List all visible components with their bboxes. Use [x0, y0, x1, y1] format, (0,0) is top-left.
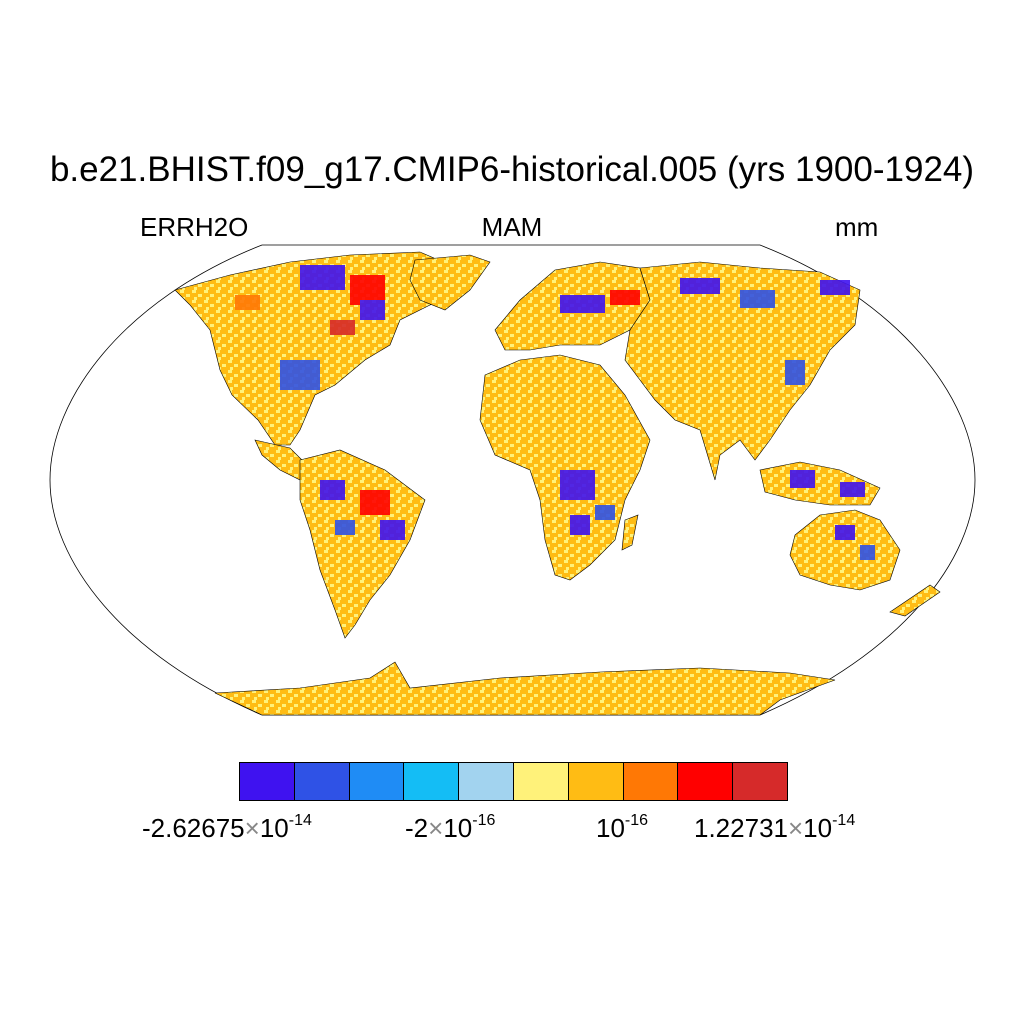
units-label: mm	[835, 212, 879, 242]
colorbar-box-5	[512, 762, 569, 801]
colorbar-box-8	[677, 762, 734, 801]
colorbar-box-2	[348, 762, 405, 801]
colorbar-box-3	[403, 762, 460, 801]
colorbar-box-1	[293, 762, 350, 801]
greenland	[409, 254, 491, 311]
australia	[789, 509, 901, 591]
season-label: MAM	[481, 212, 543, 242]
colorbar-box-0	[239, 762, 295, 801]
colorbar-label-neg: -2×10-16	[405, 812, 496, 843]
colorbar-box-9	[732, 762, 788, 801]
plot-title: b.e21.BHIST.f09_g17.CMIP6-historical.005…	[49, 150, 975, 189]
colorbar-box-4	[458, 762, 514, 801]
colorbar	[239, 762, 788, 801]
colorbar-box-6	[567, 762, 624, 801]
new-zealand	[889, 584, 941, 617]
madagascar	[621, 514, 639, 551]
colorbar-label-max: 1.22731×10-14	[694, 812, 856, 843]
colorbar-label-min: -2.62675×10-14	[142, 812, 312, 843]
colorbar-label-pos: 10-16	[596, 812, 649, 843]
africa	[479, 354, 651, 581]
variable-label: ERRH2O	[140, 212, 249, 242]
antarctica	[214, 661, 836, 716]
anomaly-patches	[235, 265, 875, 560]
colorbar-box-7	[622, 762, 679, 801]
